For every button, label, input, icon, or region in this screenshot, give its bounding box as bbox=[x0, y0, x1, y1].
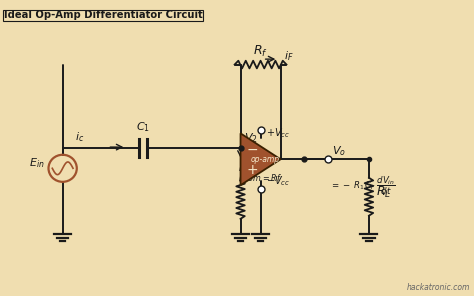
Text: $V1$: $V1$ bbox=[245, 163, 259, 175]
Text: $I_B$: $I_B$ bbox=[244, 146, 254, 160]
Text: op-amp: op-amp bbox=[251, 155, 280, 164]
Text: $R_L$: $R_L$ bbox=[376, 185, 391, 200]
Text: $C_1$: $C_1$ bbox=[136, 121, 150, 134]
Text: $+V_{cc}$: $+V_{cc}$ bbox=[266, 126, 291, 140]
Text: $E_{in}$: $E_{in}$ bbox=[29, 156, 45, 170]
Text: $-$: $-$ bbox=[246, 141, 258, 155]
Text: $V_2$: $V_2$ bbox=[244, 131, 258, 145]
Text: $-V_{cc}$: $-V_{cc}$ bbox=[266, 175, 291, 188]
Text: $= -\ R_1C_F\ \dfrac{dV_{in}}{dt}$: $= -\ R_1C_F\ \dfrac{dV_{in}}{dt}$ bbox=[330, 175, 396, 197]
Text: $R_f$: $R_f$ bbox=[253, 44, 268, 59]
Text: Ideal Op-Amp Differentiator Circuit: Ideal Op-Amp Differentiator Circuit bbox=[4, 10, 202, 20]
Text: $V_o$: $V_o$ bbox=[332, 144, 346, 158]
Text: $i_F$: $i_F$ bbox=[284, 49, 294, 63]
Text: $i_c$: $i_c$ bbox=[74, 130, 84, 144]
Text: $I_B = 0$: $I_B = 0$ bbox=[238, 163, 264, 176]
Polygon shape bbox=[240, 133, 281, 185]
Text: $Rcom = Rf$: $Rcom = Rf$ bbox=[238, 172, 282, 183]
Text: hackatronic.com: hackatronic.com bbox=[407, 283, 470, 292]
Text: $+$: $+$ bbox=[246, 163, 258, 177]
